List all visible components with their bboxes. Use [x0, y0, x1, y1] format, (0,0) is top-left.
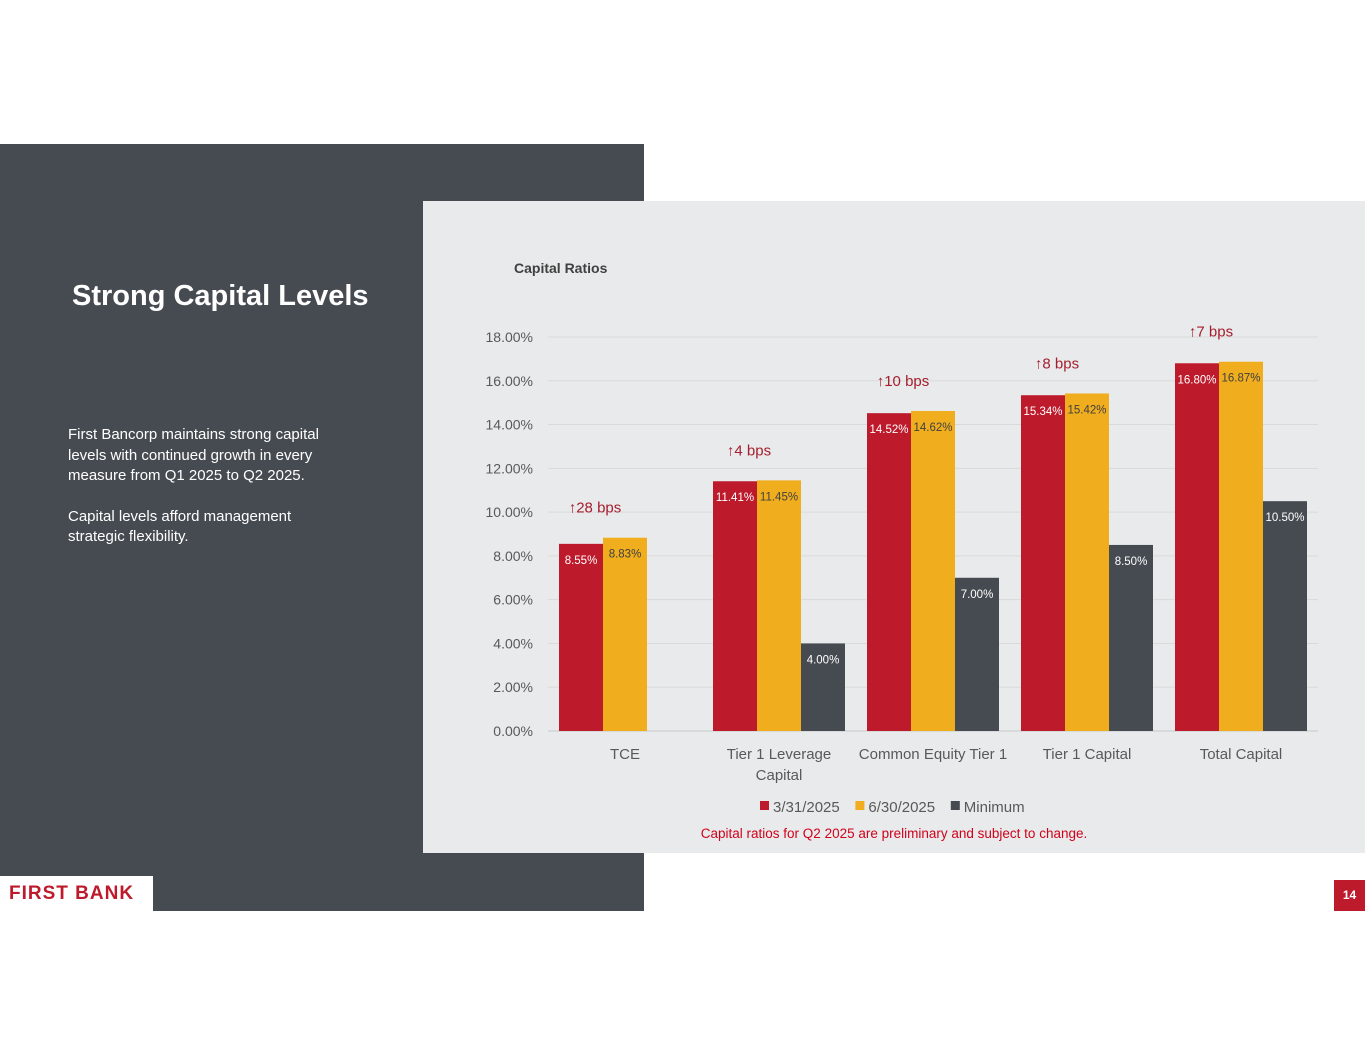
legend-swatch: [760, 801, 769, 810]
data-label: 10.50%: [1265, 512, 1304, 524]
first-bank-logo: FIRST BANK: [0, 876, 153, 911]
bar-3-31-2025: [867, 413, 911, 731]
page-number: 14: [1334, 880, 1365, 911]
capital-ratios-chart: Capital Ratios 0.00% 2.00% 4.00% 6.00% 8.00% 1…: [486, 260, 1318, 841]
bar-6-30-2025: [1065, 393, 1109, 731]
y-tick-label: 18.00%: [486, 329, 533, 345]
change-annotation: ↑28 bps: [569, 500, 622, 517]
data-label: 4.00%: [807, 654, 840, 666]
change-annotation: ↑10 bps: [877, 373, 930, 390]
bar-minimum: [1109, 544, 1153, 731]
legend-swatch: [855, 801, 865, 810]
bar-3-31-2025: [1021, 395, 1065, 731]
data-label: 11.45%: [760, 491, 798, 503]
bar-3-31-2025: [713, 481, 757, 731]
change-annotation: ↑7 bps: [1189, 324, 1233, 341]
legend-label: 6/30/2025: [868, 799, 935, 816]
data-label: 16.87%: [1221, 373, 1260, 385]
bar-6-30-2025: [603, 537, 647, 731]
x-tick-label: TCE: [610, 746, 640, 763]
data-label: 8.50%: [1115, 556, 1148, 568]
slide-body: First Bancorp maintains strong capital l…: [68, 425, 348, 568]
x-tick-label: Capital: [756, 767, 803, 784]
legend-swatch: [950, 801, 960, 810]
y-tick-label: 16.00%: [486, 373, 533, 389]
y-tick-label: 12.00%: [486, 460, 533, 476]
x-tick-label: Common Equity Tier 1: [859, 746, 1007, 763]
data-label: 14.62%: [913, 422, 952, 434]
y-tick-label: 4.00%: [493, 635, 533, 651]
x-tick-label: Total Capital: [1200, 746, 1283, 763]
data-label: 15.34%: [1023, 406, 1062, 418]
bar-minimum: [955, 577, 999, 731]
y-tick-label: 2.00%: [493, 679, 533, 695]
x-tick-label: Tier 1 Leverage: [727, 746, 832, 763]
x-tick-label: Tier 1 Capital: [1043, 746, 1132, 763]
y-tick-label: 6.00%: [493, 592, 533, 608]
bar-minimum: [1263, 501, 1307, 731]
data-label: 15.42%: [1067, 404, 1106, 416]
chart-panel: Capital Ratios 0.00% 2.00% 4.00% 6.00% 8.00% 1…: [423, 201, 1365, 853]
bar-6-30-2025: [1219, 361, 1263, 731]
bar-6-30-2025: [911, 410, 955, 731]
bar-3-31-2025: [559, 543, 603, 731]
chart-title: Capital Ratios: [514, 260, 608, 276]
change-annotation: ↑4 bps: [727, 442, 771, 459]
y-tick-label: 10.00%: [486, 504, 533, 520]
data-label: 7.00%: [961, 589, 994, 601]
data-label: 11.41%: [716, 492, 754, 504]
y-tick-label: 8.00%: [493, 548, 533, 564]
data-label: 8.83%: [609, 549, 642, 561]
y-tick-label: 0.00%: [493, 723, 533, 739]
data-label: 8.55%: [565, 555, 598, 567]
legend-label: 3/31/2025: [773, 799, 840, 816]
body-paragraph: First Bancorp maintains strong capital l…: [68, 426, 319, 484]
change-annotation: ↑8 bps: [1035, 355, 1079, 372]
y-tick-label: 14.00%: [486, 417, 533, 433]
chart-footnote: Capital ratios for Q2 2025 are prelimina…: [701, 826, 1087, 841]
bar-minimum: [801, 643, 845, 731]
legend-label: Minimum: [964, 799, 1025, 816]
data-label: 14.52%: [869, 424, 908, 436]
data-label: 16.80%: [1177, 374, 1216, 386]
slide-title: Strong Capital Levels: [72, 280, 369, 312]
body-paragraph: Capital levels afford management strateg…: [68, 507, 292, 546]
bar-3-31-2025: [1175, 363, 1219, 731]
bar-6-30-2025: [757, 480, 801, 731]
